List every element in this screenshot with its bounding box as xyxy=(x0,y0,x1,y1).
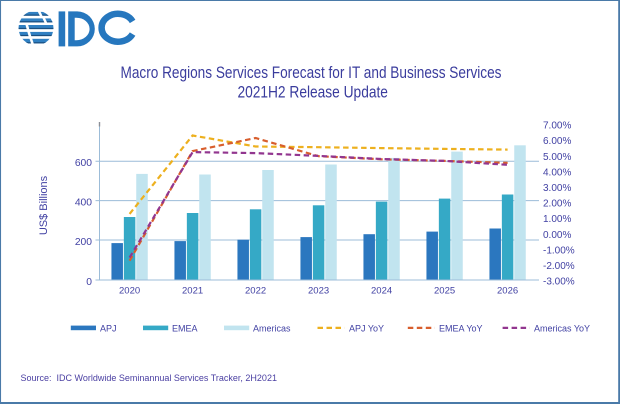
svg-text:7.00%: 7.00% xyxy=(543,121,571,132)
svg-text:2021: 2021 xyxy=(182,286,203,297)
svg-text:6.00%: 6.00% xyxy=(543,136,571,147)
svg-text:Americas: Americas xyxy=(253,324,291,334)
svg-text:0: 0 xyxy=(86,277,92,288)
svg-text:APJ: APJ xyxy=(100,324,117,334)
svg-text:-2.00%: -2.00% xyxy=(543,261,575,272)
svg-text:2022: 2022 xyxy=(245,286,266,297)
svg-text:APJ YoY: APJ YoY xyxy=(349,324,384,334)
svg-text:EMEA: EMEA xyxy=(172,324,198,334)
svg-text:3.00%: 3.00% xyxy=(543,183,571,194)
svg-text:EMEA YoY: EMEA YoY xyxy=(439,324,483,334)
svg-text:Source: IDC Worldwide Seminan: Source: IDC Worldwide Seminannual Servic… xyxy=(21,373,277,383)
svg-text:2020: 2020 xyxy=(119,286,140,297)
svg-text:-3.00%: -3.00% xyxy=(543,277,575,288)
svg-text:-1.00%: -1.00% xyxy=(543,245,575,256)
svg-text:400: 400 xyxy=(75,198,92,209)
svg-text:2023: 2023 xyxy=(308,286,329,297)
svg-text:2.00%: 2.00% xyxy=(543,199,571,210)
svg-text:4.00%: 4.00% xyxy=(543,167,571,178)
svg-text:200: 200 xyxy=(75,237,92,248)
svg-text:5.00%: 5.00% xyxy=(543,152,571,163)
svg-text:2026: 2026 xyxy=(497,286,518,297)
svg-text:Macro Regions Services Forecas: Macro Regions Services Forecast for IT a… xyxy=(121,64,502,82)
svg-text:Americas YoY: Americas YoY xyxy=(534,324,590,334)
svg-text:600: 600 xyxy=(75,158,92,169)
svg-text:0.00%: 0.00% xyxy=(543,230,571,241)
svg-text:1.00%: 1.00% xyxy=(543,214,571,225)
svg-text:2025: 2025 xyxy=(434,286,455,297)
svg-text:US$ Billions: US$ Billions xyxy=(38,175,50,235)
svg-text:2021H2 Release Update: 2021H2 Release Update xyxy=(237,83,388,101)
svg-text:2024: 2024 xyxy=(371,286,392,297)
